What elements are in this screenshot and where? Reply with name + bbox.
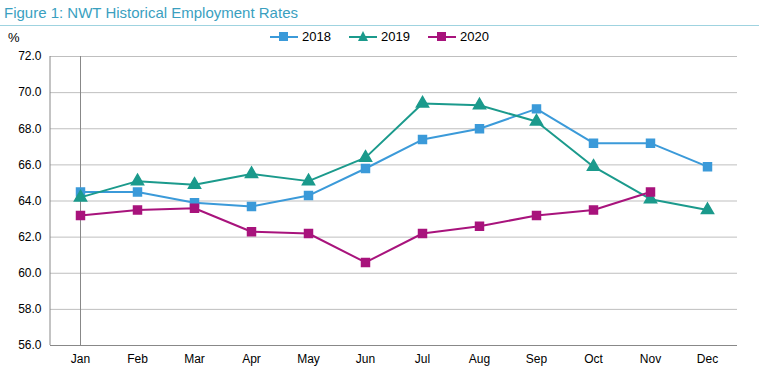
svg-text:Aug: Aug xyxy=(469,352,490,366)
svg-text:62.0: 62.0 xyxy=(18,230,42,244)
svg-text:Nov: Nov xyxy=(640,352,661,366)
svg-text:68.0: 68.0 xyxy=(18,122,42,136)
svg-text:Dec: Dec xyxy=(697,352,718,366)
svg-text:Jun: Jun xyxy=(356,352,375,366)
svg-text:Apr: Apr xyxy=(242,352,261,366)
html-text:2018: 2018 xyxy=(302,29,331,44)
svg-text:May: May xyxy=(297,352,320,366)
svg-text:60.0: 60.0 xyxy=(18,266,42,280)
svg-text:Jan: Jan xyxy=(71,352,90,366)
html-text:2020: 2020 xyxy=(460,29,489,44)
svg-text:58.0: 58.0 xyxy=(18,302,42,316)
svg-text:70.0: 70.0 xyxy=(18,85,42,99)
svg-text:Sep: Sep xyxy=(526,352,548,366)
svg-text:72.0: 72.0 xyxy=(18,49,42,63)
svg-text:56.0: 56.0 xyxy=(18,338,42,352)
svg-text:Jul: Jul xyxy=(415,352,430,366)
html-text:Figure 1: NWT Historical Emplo: Figure 1: NWT Historical Employment Rate… xyxy=(4,4,298,21)
svg-text:Oct: Oct xyxy=(584,352,603,366)
html-text:2019: 2019 xyxy=(381,29,410,44)
svg-text:Feb: Feb xyxy=(127,352,148,366)
svg-text:66.0: 66.0 xyxy=(18,158,42,172)
svg-text:Mar: Mar xyxy=(184,352,205,366)
svg-text:64.0: 64.0 xyxy=(18,194,42,208)
